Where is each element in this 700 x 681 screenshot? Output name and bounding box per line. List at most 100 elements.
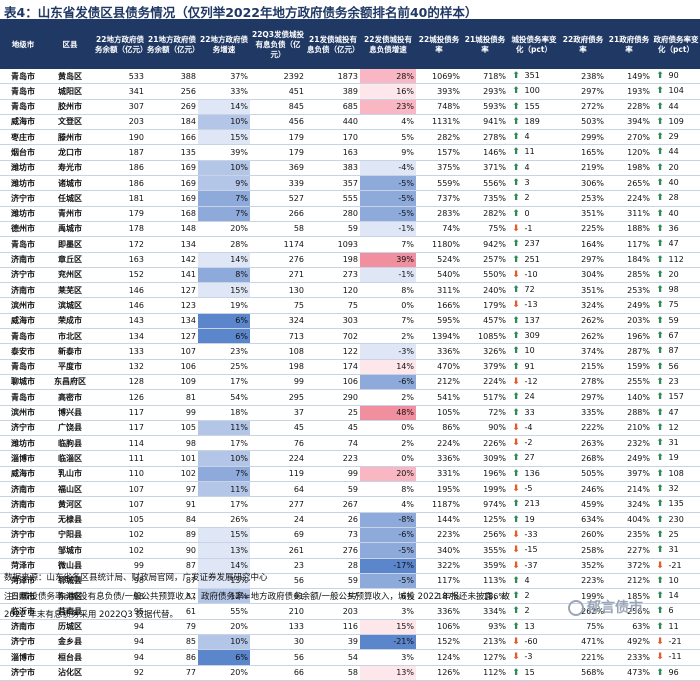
footnote-line-1: 注：城投债务率=城投有息负债/一般公共预算收入，政府债务率=地方政府债务余额/一…	[4, 592, 511, 602]
table-row: 淄博市 临淄区 111 101 10% 224 223 0% 336% 309% ⬆ 27 268% 2…	[0, 450, 700, 467]
change-value: 90	[666, 71, 679, 80]
arrow-up-icon: ⬆	[656, 438, 664, 449]
change-value: 23	[666, 376, 679, 386]
change-cell: ⬆ 104	[652, 83, 700, 100]
arrow-up-icon: ⬆	[656, 147, 664, 158]
table-cell: 1131%	[416, 114, 462, 131]
table-cell: 东港区	[46, 588, 94, 605]
change-value: -11	[666, 652, 682, 662]
table-cell: 311%	[416, 282, 462, 299]
table-cell: 龙口市	[46, 144, 94, 161]
table-cell: 72%	[462, 405, 508, 421]
change-cell: ⬆ 2	[508, 588, 560, 605]
table-cell: 济南市	[0, 481, 46, 498]
table-cell: 青州市	[46, 206, 94, 222]
table-row: 菏泽市 郓城县 98 87 13% 56 59 -5% 117% 113% ⬆ 4 223% 212% ⬆…	[0, 573, 700, 590]
change-cell: ⬆ 44	[652, 144, 700, 161]
table-cell: 13%	[360, 665, 416, 681]
table-cell: 2%	[360, 435, 416, 452]
table-cell: -5%	[360, 190, 416, 207]
table-cell: 0%	[360, 450, 416, 467]
watermark: 郁言债市	[568, 597, 643, 617]
arrow-up-icon: ⬆	[656, 116, 664, 127]
change-value: 10	[666, 575, 679, 585]
table-cell: 222%	[560, 420, 606, 437]
table-cell: 555	[306, 190, 360, 207]
watermark-text: 郁言债市	[587, 600, 643, 616]
table-row: 济宁市 无棣县 105 84 26% 24 26 -8% 144% 125% ⬆ 19 634% 404…	[0, 512, 700, 528]
table-cell: 6%	[360, 588, 416, 605]
change-cell: ⬆ 31	[652, 542, 700, 559]
arrow-up-icon: ⬆	[512, 591, 520, 602]
change-value: 109	[666, 116, 684, 126]
change-value: 112	[666, 254, 684, 264]
table-row: 潍坊市 诸城市 186 169 9% 339 357 -5% 559% 556% ⬆ 3 306% 26…	[0, 175, 700, 192]
table-cell: 223%	[560, 573, 606, 590]
change-value: 3	[522, 178, 530, 188]
table-cell: 141	[146, 267, 198, 284]
change-value: 189	[522, 116, 540, 126]
table-cell: 214%	[606, 481, 652, 498]
change-cell: ⬆ 157	[652, 389, 700, 406]
table-cell: 190	[94, 129, 146, 146]
change-value: -3	[522, 652, 533, 662]
table-cell: 215%	[560, 359, 606, 375]
change-cell: ⬆ 213	[508, 496, 560, 513]
arrow-down-icon: ⬇	[656, 652, 664, 663]
table-cell: 86%	[416, 420, 462, 437]
table-cell: 乳山市	[46, 466, 94, 483]
table-cell: 1180%	[416, 236, 462, 253]
table-cell: 新泰市	[46, 343, 94, 360]
table-cell: 14%	[198, 252, 250, 268]
table-cell: 134	[94, 328, 146, 345]
table-cell: 102	[146, 466, 198, 483]
table-cell: 荣成市	[46, 313, 94, 330]
change-cell: ⬆ 137	[508, 313, 560, 330]
table-cell: 济宁市	[0, 190, 46, 207]
table-cell: 249%	[606, 450, 652, 467]
change-cell: ⬇ -37	[508, 558, 560, 574]
table-cell: 148	[146, 221, 198, 238]
table-cell: 105	[94, 512, 146, 528]
arrow-up-icon: ⬆	[512, 254, 520, 265]
table-cell: 941%	[462, 114, 508, 131]
table-cell: 282%	[462, 206, 508, 222]
table-cell: 23%	[360, 99, 416, 115]
change-value: 47	[666, 407, 679, 417]
arrow-up-icon: ⬆	[656, 208, 664, 219]
change-value: 28	[666, 193, 679, 203]
table-cell: 143	[94, 313, 146, 330]
change-value: 87	[666, 346, 679, 356]
arrow-up-icon: ⬆	[512, 208, 520, 219]
arrow-up-icon: ⬆	[512, 315, 520, 326]
table-row: 济南市 章丘区 163 142 14% 276 198 39% 524% 257% ⬆ 251 297…	[0, 252, 700, 268]
table-cell: 278%	[462, 129, 508, 146]
table-cell: 7%	[360, 236, 416, 253]
change-value: 104	[666, 86, 684, 96]
table-row: 青岛市 市北区 134 127 6% 713 702 2% 1394% 1085% ⬆ 309 262…	[0, 328, 700, 345]
table-cell: 4%	[360, 496, 416, 513]
table-cell: 20%	[360, 466, 416, 483]
change-cell: ⬇ -33	[508, 527, 560, 544]
table-cell: 256%	[606, 603, 652, 620]
table-cell: 278%	[560, 374, 606, 391]
table-cell: 193%	[606, 83, 652, 100]
table-cell: 249%	[606, 297, 652, 314]
table-cell: 299%	[560, 129, 606, 146]
table-cell: 95	[94, 603, 146, 620]
change-cell: ⬇ -4	[508, 420, 560, 437]
title-divider	[0, 19, 700, 21]
column-header: 城投债务率变化（pct）	[508, 21, 560, 69]
table-cell: 1174	[250, 236, 306, 253]
arrow-up-icon: ⬆	[512, 147, 520, 158]
table-cell: 116	[306, 619, 360, 635]
arrow-up-icon: ⬆	[656, 484, 664, 495]
table-cell: 84	[146, 512, 198, 528]
table-cell: 57	[306, 588, 360, 605]
arrow-up-icon: ⬆	[656, 606, 664, 617]
table-cell: 87	[146, 558, 198, 574]
table-cell: 日照市	[0, 588, 46, 605]
arrow-up-icon: ⬆	[656, 545, 664, 556]
table-cell: 10%	[198, 634, 250, 651]
change-cell: ⬆ 72	[508, 282, 560, 299]
